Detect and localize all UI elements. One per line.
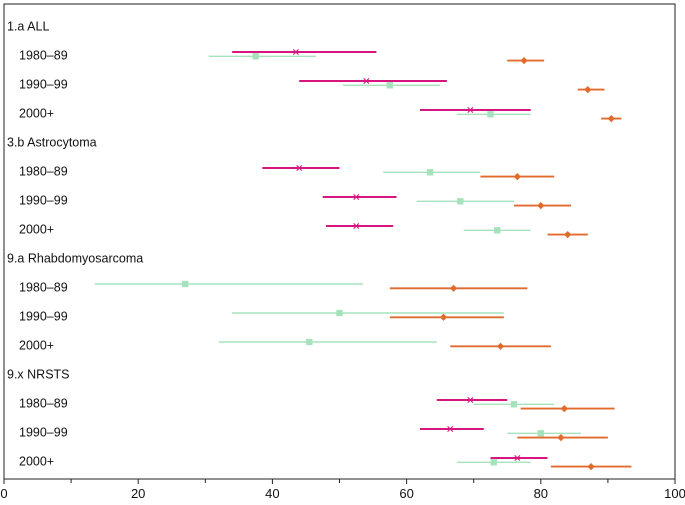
point-estimate-square (336, 309, 343, 317)
x-tick-label: 80 (534, 486, 548, 501)
x-tick-label: 40 (265, 486, 279, 501)
group-title: 9.x NRSTS (7, 368, 70, 382)
point-estimate-square (426, 169, 434, 176)
point-estimate-square (457, 198, 464, 205)
point-estimate-diamond (584, 86, 592, 94)
point-estimate-square (493, 227, 501, 234)
point-estimate-diamond (496, 342, 505, 350)
point-estimate-square (490, 459, 498, 466)
point-estimate-diamond (607, 115, 615, 123)
point-estimate-square (386, 82, 394, 89)
point-estimate-diamond (537, 202, 545, 210)
point-estimate-square (510, 401, 518, 408)
row-label: 1980–89 (19, 397, 68, 411)
ci-marks (94, 49, 632, 471)
x-tick-label: 20 (131, 486, 145, 501)
group-title: 3.b Astrocytoma (7, 136, 97, 150)
row-label: 1980–89 (19, 165, 68, 179)
row-labels: 1.a ALL 1980–89 1990–99 2000+ 3.b Astrocytom… (7, 20, 143, 469)
point-estimate-star (466, 107, 474, 113)
point-estimate-star (292, 49, 300, 55)
x-tick-label: 0 (0, 486, 7, 501)
row-label: 2000+ (19, 107, 54, 121)
point-estimate-star (513, 455, 521, 461)
row-label: 1990–99 (19, 194, 68, 208)
row-label: 2000+ (19, 455, 54, 469)
point-estimate-square (306, 338, 313, 346)
point-estimate-square (487, 111, 494, 118)
point-estimate-diamond (564, 231, 572, 239)
point-estimate-diamond (439, 313, 448, 321)
group-title: 9.a Rhabdomyosarcoma (7, 252, 143, 266)
point-estimate-star (466, 397, 474, 403)
row-label: 1990–99 (19, 310, 68, 324)
row-label: 1990–99 (19, 78, 68, 92)
point-estimate-star (352, 223, 360, 229)
point-estimate-star (295, 165, 303, 171)
row-label: 1980–89 (19, 281, 68, 295)
point-estimate-diamond (513, 173, 521, 181)
x-tick-label: 100 (664, 486, 685, 501)
x-tick-label: 60 (399, 486, 413, 501)
x-axis: 0 20 40 60 80 100 (0, 479, 685, 501)
point-estimate-diamond (520, 57, 528, 65)
row-label: 1990–99 (19, 426, 68, 440)
row-label: 2000+ (19, 223, 54, 237)
point-estimate-diamond (557, 434, 565, 442)
point-estimate-star (446, 426, 454, 432)
point-estimate-diamond (560, 405, 568, 413)
point-estimate-square (537, 430, 544, 437)
point-estimate-star (352, 194, 360, 200)
row-label: 1980–89 (19, 49, 68, 63)
point-estimate-square (252, 53, 259, 60)
point-estimate-diamond (587, 463, 595, 471)
point-estimate-diamond (449, 284, 458, 292)
point-estimate-star (362, 78, 370, 84)
point-estimate-square (181, 280, 189, 288)
group-title: 1.a ALL (7, 20, 49, 34)
row-label: 2000+ (19, 339, 54, 353)
